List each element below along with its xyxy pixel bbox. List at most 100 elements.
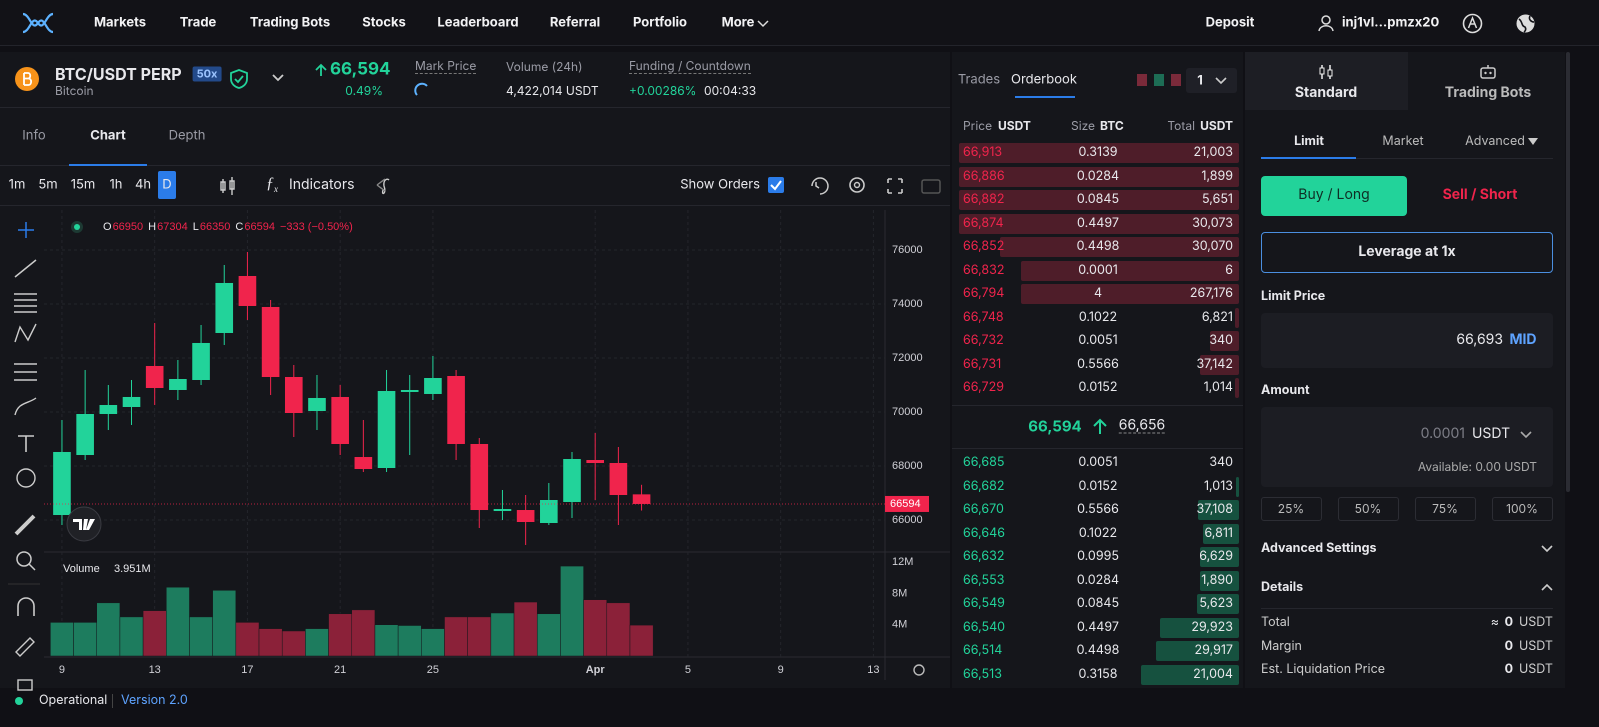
asks-cell[interactable]: 66,748 bbox=[963, 309, 1004, 325]
leverage-button-bg[interactable] bbox=[1261, 232, 1553, 273]
y-tick-label: 72000 bbox=[892, 352, 923, 364]
ob-tab[interactable]: Orderbook bbox=[1011, 71, 1077, 88]
show-orders-checkbox[interactable] bbox=[768, 177, 784, 193]
asks-cell: 0.0001 bbox=[1078, 262, 1118, 278]
asks-cell: 0.4498 bbox=[1076, 238, 1120, 254]
amount-input[interactable] bbox=[1261, 407, 1553, 487]
chevron[interactable] bbox=[1541, 544, 1553, 553]
advanced-settings[interactable]: Advanced Settings bbox=[1261, 540, 1377, 556]
asks-cell[interactable]: 66,874 bbox=[963, 215, 1004, 231]
language-icon[interactable] bbox=[1462, 13, 1483, 34]
x-tick-label: 21 bbox=[334, 664, 346, 676]
chevron bbox=[1520, 431, 1532, 439]
mid-button[interactable]: MID bbox=[1509, 331, 1537, 348]
order-type[interactable]: Market bbox=[1382, 133, 1424, 149]
nav-item[interactable]: Portfolio bbox=[632, 14, 688, 31]
y-tick-label: 76000 bbox=[892, 244, 923, 256]
nav-item[interactable]: Trade bbox=[179, 14, 217, 31]
nav-item[interactable]: Markets bbox=[93, 14, 147, 31]
interval[interactable]: 1m bbox=[8, 176, 26, 193]
asks-depth bbox=[959, 213, 1239, 234]
legend-letter: L bbox=[193, 221, 199, 233]
chart-tab[interactable]: Depth bbox=[168, 127, 206, 144]
interval[interactable]: 5m bbox=[38, 176, 58, 193]
ob-tab[interactable]: Trades bbox=[957, 71, 1001, 88]
asks-cell[interactable]: 66,852 bbox=[963, 238, 1005, 254]
grouping[interactable]: 1 bbox=[1197, 72, 1203, 89]
leverage-button[interactable]: Leverage at 1x bbox=[1358, 243, 1456, 260]
nav-item[interactable]: Trading Bots bbox=[249, 14, 331, 31]
asks-cell[interactable]: 66,882 bbox=[963, 191, 1005, 207]
bids-cell[interactable]: 66,513 bbox=[963, 666, 1002, 682]
chart-tab[interactable]: Info bbox=[22, 127, 46, 144]
account[interactable]: inj1vl...pmzx20 bbox=[1342, 14, 1440, 31]
bids-cell: 6,629 bbox=[1199, 548, 1233, 564]
asks-cell[interactable]: 66,886 bbox=[963, 168, 1005, 184]
percent-button[interactable] bbox=[1338, 497, 1399, 521]
bids-cell[interactable]: 66,632 bbox=[963, 548, 1005, 564]
interval[interactable]: 15m bbox=[70, 176, 96, 193]
ob-col: Size bbox=[1071, 118, 1096, 133]
deposit[interactable]: Deposit bbox=[1205, 14, 1255, 31]
mode-tab[interactable]: Standard bbox=[1294, 84, 1358, 101]
candle-body bbox=[238, 275, 257, 306]
limit-price[interactable]: 66,693 bbox=[1456, 331, 1503, 348]
indicators[interactable]: Indicators bbox=[289, 176, 355, 193]
chevron[interactable] bbox=[1541, 583, 1553, 592]
asks-cell[interactable]: 66,732 bbox=[963, 332, 1004, 348]
bids-cell[interactable]: 66,682 bbox=[963, 478, 1005, 494]
bids-cell[interactable]: 66,514 bbox=[963, 642, 1003, 658]
bids-cell[interactable]: 66,685 bbox=[963, 454, 1005, 470]
grouping-select[interactable] bbox=[1186, 68, 1237, 93]
x-tick-label: 9 bbox=[59, 664, 65, 676]
nav-item[interactable]: Leaderboard bbox=[437, 14, 519, 31]
volume-bar bbox=[513, 601, 538, 657]
asks-cell[interactable]: 66,794 bbox=[963, 285, 1005, 301]
order-type[interactable]: Limit bbox=[1294, 133, 1324, 149]
bids-cell: 0.0051 bbox=[1078, 454, 1118, 470]
percent-button[interactable] bbox=[1261, 497, 1322, 521]
dropdown[interactable] bbox=[271, 73, 285, 83]
bids-cell[interactable]: 66,646 bbox=[963, 525, 1005, 541]
candle-body bbox=[331, 396, 349, 444]
mode-tab[interactable]: Trading Bots bbox=[1444, 84, 1532, 101]
scroll-gutter bbox=[1565, 52, 1599, 688]
bids-cell[interactable]: 66,549 bbox=[963, 595, 1005, 611]
buy-button-bg[interactable] bbox=[1261, 176, 1407, 216]
chart-tab[interactable]: Chart bbox=[90, 127, 126, 144]
bids-cell[interactable]: 66,540 bbox=[963, 619, 1006, 635]
candle-body bbox=[540, 499, 558, 524]
bids-cell[interactable]: 66,670 bbox=[963, 501, 1004, 517]
volume-bar bbox=[351, 609, 376, 657]
chart: 66000 68000 70000 72000 74000 76000 9 13 17 21 25 A… bbox=[44, 210, 950, 680]
order-type[interactable]: Advanced bbox=[1465, 133, 1525, 149]
percent-button[interactable] bbox=[1492, 497, 1553, 521]
layout-toggles[interactable] bbox=[1137, 73, 1185, 87]
account-icon[interactable] bbox=[1318, 14, 1334, 32]
buy-button[interactable]: Buy / Long bbox=[1298, 186, 1370, 203]
asks-cell[interactable]: 66,913 bbox=[963, 144, 1003, 160]
asks-cell[interactable]: 66,731 bbox=[963, 356, 1002, 372]
divider bbox=[0, 205, 950, 206]
interval[interactable]: 1h bbox=[109, 176, 123, 193]
sell-button[interactable]: Sell / Short bbox=[1442, 186, 1518, 203]
interval[interactable]: 4h bbox=[134, 176, 152, 193]
logo[interactable] bbox=[20, 10, 56, 36]
nav-item[interactable]: Referral bbox=[549, 14, 601, 31]
details[interactable]: Details bbox=[1261, 579, 1304, 595]
globe-icon[interactable] bbox=[1515, 13, 1536, 34]
chevron bbox=[757, 20, 769, 28]
interval[interactable]: D bbox=[162, 176, 172, 193]
amount-unit[interactable]: USDT bbox=[1472, 425, 1511, 442]
active-tab-underline bbox=[69, 164, 147, 166]
limit-price-input[interactable] bbox=[1261, 313, 1553, 368]
countdown: 00:04:33 bbox=[704, 83, 757, 98]
asks-cell[interactable]: 66,832 bbox=[963, 262, 1005, 278]
percent-button[interactable] bbox=[1415, 497, 1476, 521]
nav-item[interactable]: More bbox=[721, 14, 755, 31]
bids-cell[interactable]: 66,553 bbox=[963, 572, 1005, 588]
amount[interactable]: 0.0001 bbox=[1420, 425, 1465, 442]
nav-item[interactable]: Stocks bbox=[362, 14, 406, 31]
asks-cell[interactable]: 66,729 bbox=[963, 379, 1004, 395]
